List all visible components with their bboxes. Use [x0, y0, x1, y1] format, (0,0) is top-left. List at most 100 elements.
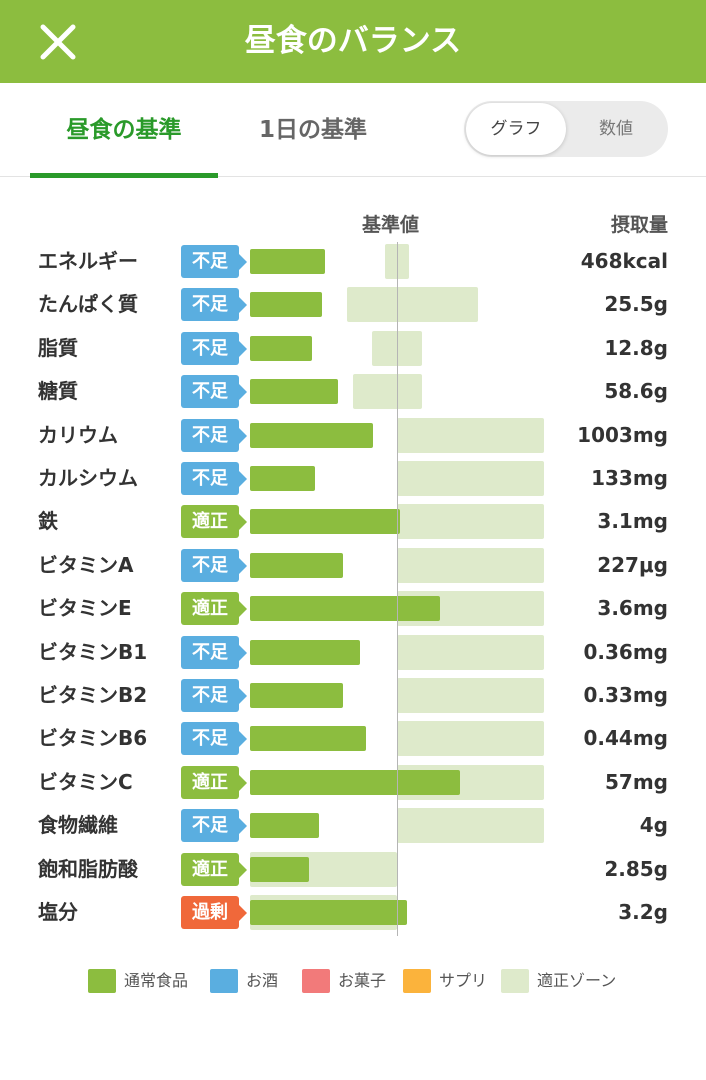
intake-bar [250, 249, 325, 274]
intake-value: 0.44mg [583, 726, 668, 751]
intake-bar [250, 292, 323, 318]
close-icon [40, 24, 76, 60]
proper-zone [397, 634, 544, 670]
nutrient-name: ビタミンB2 [38, 683, 148, 707]
nutrient-name: 食物繊維 [38, 813, 118, 838]
intake-bar [250, 335, 312, 361]
intake-value: 133mg [591, 466, 668, 490]
intake-value: 3.6mg [597, 596, 668, 621]
nutrient-name: たんぱく質 [38, 292, 138, 317]
proper-zone [347, 287, 478, 323]
legend-swatch [302, 969, 330, 993]
page-title: 昼食のバランス [244, 23, 462, 59]
view-toggle: グラフ 数値 [464, 101, 668, 157]
intake-bar [250, 509, 400, 535]
intake-bar [250, 596, 440, 622]
nutrient-row[interactable]: ビタミンB2 不足 0.33mg [0, 674, 706, 717]
status-badge: 適正 [181, 505, 247, 539]
nutrient-row[interactable]: ビタミンC 適正 57mg [0, 761, 706, 804]
nutrient-row[interactable]: 脂質 不足 12.8g [0, 327, 706, 370]
intake-bar [250, 726, 367, 752]
standard-column-header: 基準値 [362, 214, 420, 236]
nutrient-name: ビタミンE [38, 596, 132, 621]
toggle-numeric-option[interactable]: 数値 [599, 119, 633, 139]
nutrient-name: ビタミンB6 [38, 726, 148, 751]
nutrient-row[interactable]: 塩分 過剰 3.2g [0, 891, 706, 934]
app-header: 昼食のバランス [0, 0, 706, 83]
proper-zone [397, 678, 544, 713]
status-badge: 不足 [181, 462, 247, 495]
intake-bar [250, 379, 339, 405]
intake-value: 0.33mg [583, 683, 668, 707]
nutrient-row[interactable]: カリウム 不足 1003mg [0, 414, 706, 457]
proper-zone [397, 808, 544, 844]
status-badge: 適正 [181, 765, 247, 799]
intake-bar [250, 466, 315, 491]
nutrient-row[interactable]: 食物繊維 不足 4g [0, 804, 706, 847]
intake-bar [250, 683, 343, 708]
legend-label: 通常食品 [124, 971, 189, 990]
nutrient-name: エネルギー [38, 249, 138, 273]
intake-value: 3.2g [618, 900, 668, 924]
intake-value: 2.85g [604, 856, 668, 881]
intake-bar [250, 639, 361, 665]
proper-zone [397, 417, 544, 453]
proper-zone [397, 547, 544, 583]
intake-value: 3.1mg [597, 509, 668, 534]
tab-lunch-standard[interactable]: 昼食の基準 [30, 83, 218, 178]
nutrient-row[interactable]: 鉄 適正 3.1mg [0, 500, 706, 543]
proper-zone [372, 330, 422, 366]
status-badge: 適正 [181, 592, 247, 626]
nutrient-row[interactable]: たんぱく質 不足 25.5g [0, 283, 706, 326]
intake-value: 57mg [605, 769, 668, 794]
intake-value: 227μg [597, 552, 668, 577]
nutrient-row[interactable]: 糖質 不足 58.6g [0, 370, 706, 413]
legend-swatch [210, 969, 238, 993]
proper-zone [385, 244, 409, 279]
close-button[interactable] [36, 20, 80, 64]
tab-daily-standard[interactable]: 1日の基準 [258, 117, 367, 143]
status-badge: 不足 [181, 418, 247, 452]
nutrient-name: 飽和脂肪酸 [38, 856, 138, 881]
toggle-graph-option[interactable]: グラフ [466, 103, 566, 155]
status-badge: 不足 [181, 288, 247, 322]
intake-value: 25.5g [604, 292, 668, 317]
nutrient-row[interactable]: 飽和脂肪酸 適正 2.85g [0, 848, 706, 891]
nutrient-name: 塩分 [38, 900, 78, 924]
nutrient-name: カルシウム [38, 466, 138, 490]
tab-bar: 昼食の基準 1日の基準 [0, 83, 706, 178]
legend-label: サプリ [439, 971, 488, 990]
proper-zone [397, 461, 544, 496]
intake-bar [250, 422, 374, 448]
nutrient-row[interactable]: カルシウム 不足 133mg [0, 457, 706, 500]
intake-value: 58.6g [604, 379, 668, 404]
intake-bar [250, 769, 461, 795]
status-badge: 過剰 [181, 896, 247, 929]
legend-swatch [501, 969, 529, 993]
status-badge: 不足 [181, 722, 247, 756]
nutrient-row[interactable]: エネルギー 不足 468kcal [0, 240, 706, 283]
proper-zone [352, 374, 422, 410]
reference-line [397, 242, 398, 936]
nutrient-row[interactable]: ビタミンE 適正 3.6mg [0, 587, 706, 630]
status-badge: 不足 [181, 679, 247, 712]
intake-column-header: 摂取量 [610, 214, 668, 236]
intake-value: 1003mg [577, 422, 668, 447]
nutrient-row[interactable]: ビタミンB1 不足 0.36mg [0, 631, 706, 674]
intake-bar [250, 813, 320, 839]
nutrient-row[interactable]: ビタミンA 不足 227μg [0, 544, 706, 587]
status-badge: 不足 [181, 809, 247, 843]
status-badge: 適正 [181, 852, 247, 886]
legend-label: お酒 [246, 971, 279, 990]
status-badge: 不足 [181, 635, 247, 669]
status-badge: 不足 [181, 245, 247, 278]
nutrient-name: ビタミンB1 [38, 639, 148, 664]
nutrient-name: ビタミンC [38, 769, 133, 794]
intake-bar [250, 900, 408, 925]
nutrient-row[interactable]: ビタミンB6 不足 0.44mg [0, 717, 706, 760]
legend-label: 適正ゾーン [537, 971, 617, 990]
intake-bar [250, 856, 309, 882]
status-badge: 不足 [181, 331, 247, 365]
legend-swatch [88, 969, 116, 993]
nutrient-name: ビタミンA [38, 552, 134, 577]
